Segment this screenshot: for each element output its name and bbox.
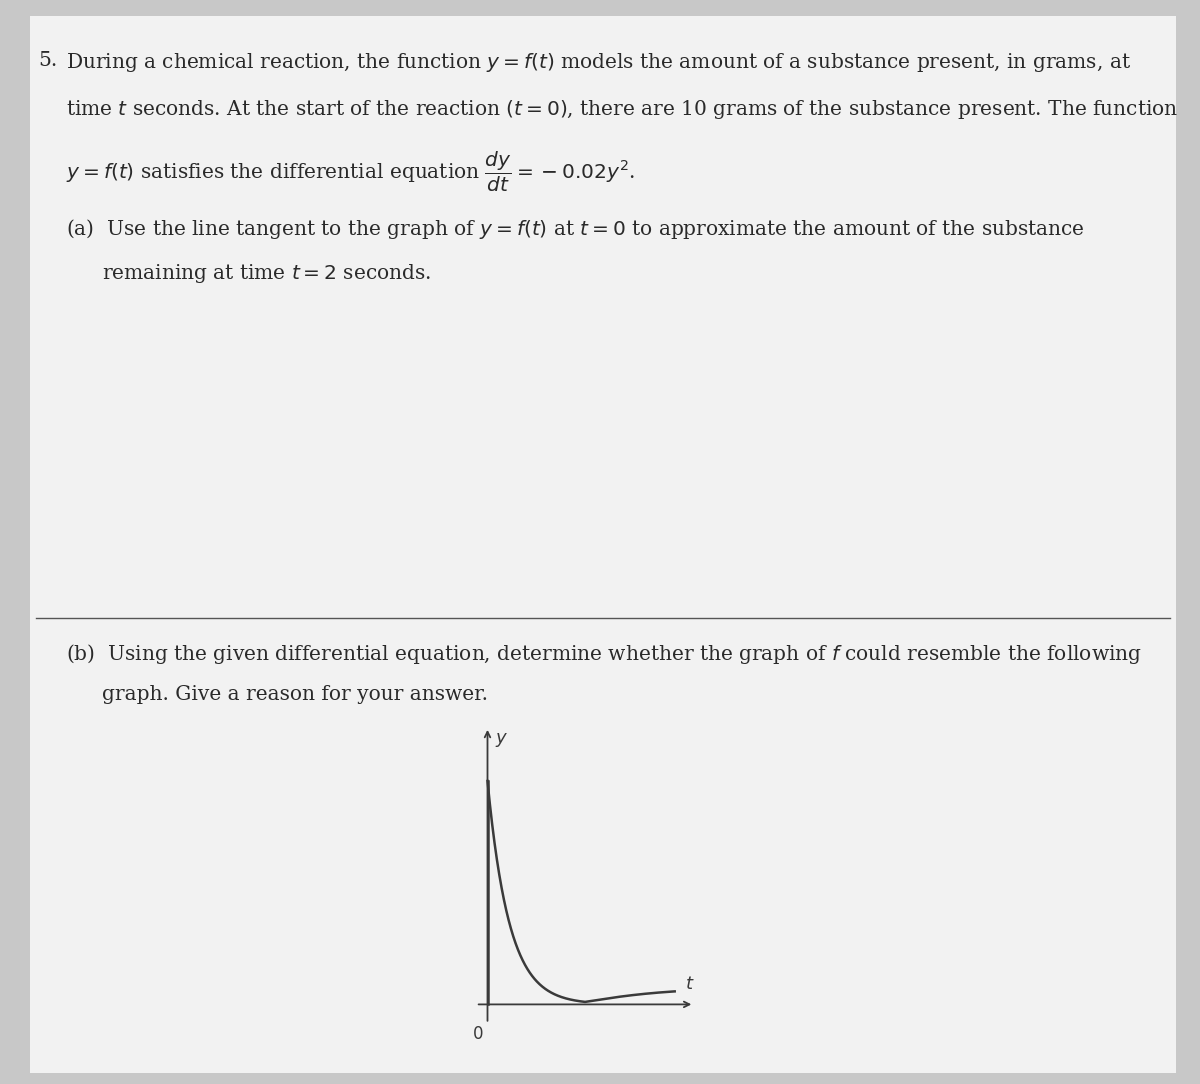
- Text: time $t$ seconds. At the start of the reaction $(t = 0)$, there are 10 grams of : time $t$ seconds. At the start of the re…: [66, 98, 1178, 120]
- Text: 5.: 5.: [38, 51, 58, 70]
- Text: (b)  Using the given differential equation, determine whether the graph of $f$ c: (b) Using the given differential equatio…: [66, 642, 1142, 666]
- Text: graph. Give a reason for your answer.: graph. Give a reason for your answer.: [102, 685, 488, 705]
- Text: remaining at time $t = 2$ seconds.: remaining at time $t = 2$ seconds.: [102, 262, 431, 285]
- Text: $y = f(t)$ satisfies the differential equation $\dfrac{dy}{dt} = -0.02y^2$.: $y = f(t)$ satisfies the differential eq…: [66, 150, 635, 194]
- Text: $0$: $0$: [472, 1025, 484, 1043]
- Text: During a chemical reaction, the function $y = f(t)$ models the amount of a subst: During a chemical reaction, the function…: [66, 51, 1132, 74]
- Text: (a)  Use the line tangent to the graph of $y = f(t)$ at $t = 0$ to approximate t: (a) Use the line tangent to the graph of…: [66, 217, 1085, 241]
- Text: $t$: $t$: [685, 975, 695, 993]
- Text: $y$: $y$: [494, 731, 508, 749]
